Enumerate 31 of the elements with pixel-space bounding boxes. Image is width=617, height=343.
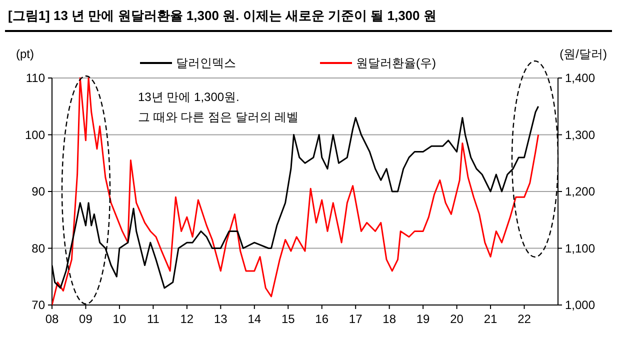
x-tick-label: 12 [180, 312, 194, 326]
x-tick-label: 15 [281, 312, 296, 326]
x-tick-label: 18 [382, 312, 396, 326]
y2-tick-label: 1,300 [565, 128, 596, 142]
x-tick-label: 10 [112, 312, 126, 326]
y-tick-label: 100 [24, 128, 46, 142]
x-tick-label: 22 [518, 312, 532, 326]
legend-label: 원달러환율(우) [356, 56, 436, 70]
x-tick-label: 20 [450, 312, 464, 326]
x-tick-label: 19 [416, 312, 430, 326]
y2-tick-label: 1,400 [565, 71, 596, 85]
y2-tick-label: 1,000 [565, 298, 596, 312]
y-tick-label: 70 [32, 298, 46, 312]
legend-label: 달러인덱스 [176, 56, 236, 70]
x-tick-label: 16 [315, 312, 329, 326]
x-tick-label: 13 [214, 312, 228, 326]
y-tick-label: 90 [32, 184, 46, 198]
y-axis-title: (pt) [16, 47, 34, 61]
y2-axis-title: (원/달러) [560, 47, 607, 61]
annotation: 13년 만에 1,300원. 그 때와 다른 점은 달러의 레벨 [138, 90, 299, 124]
x-tick-label: 14 [248, 312, 262, 326]
y-tick-label: 80 [32, 241, 46, 256]
x-tick-label: 08 [45, 312, 59, 326]
y-tick-label: 110 [26, 71, 46, 85]
x-tick-label: 11 [146, 312, 160, 326]
chart-title: [그림1] 13 년 만에 원달러환율 1,300 원. 이제는 새로운 기준이 될 1,300 원 [8, 8, 436, 23]
x-tick-label: 09 [79, 312, 93, 326]
y2-tick-label: 1,200 [565, 184, 596, 198]
x-tick-label: 17 [348, 312, 363, 326]
y2-tick-label: 1,100 [565, 241, 596, 256]
x-tick-label: 21 [484, 312, 498, 326]
